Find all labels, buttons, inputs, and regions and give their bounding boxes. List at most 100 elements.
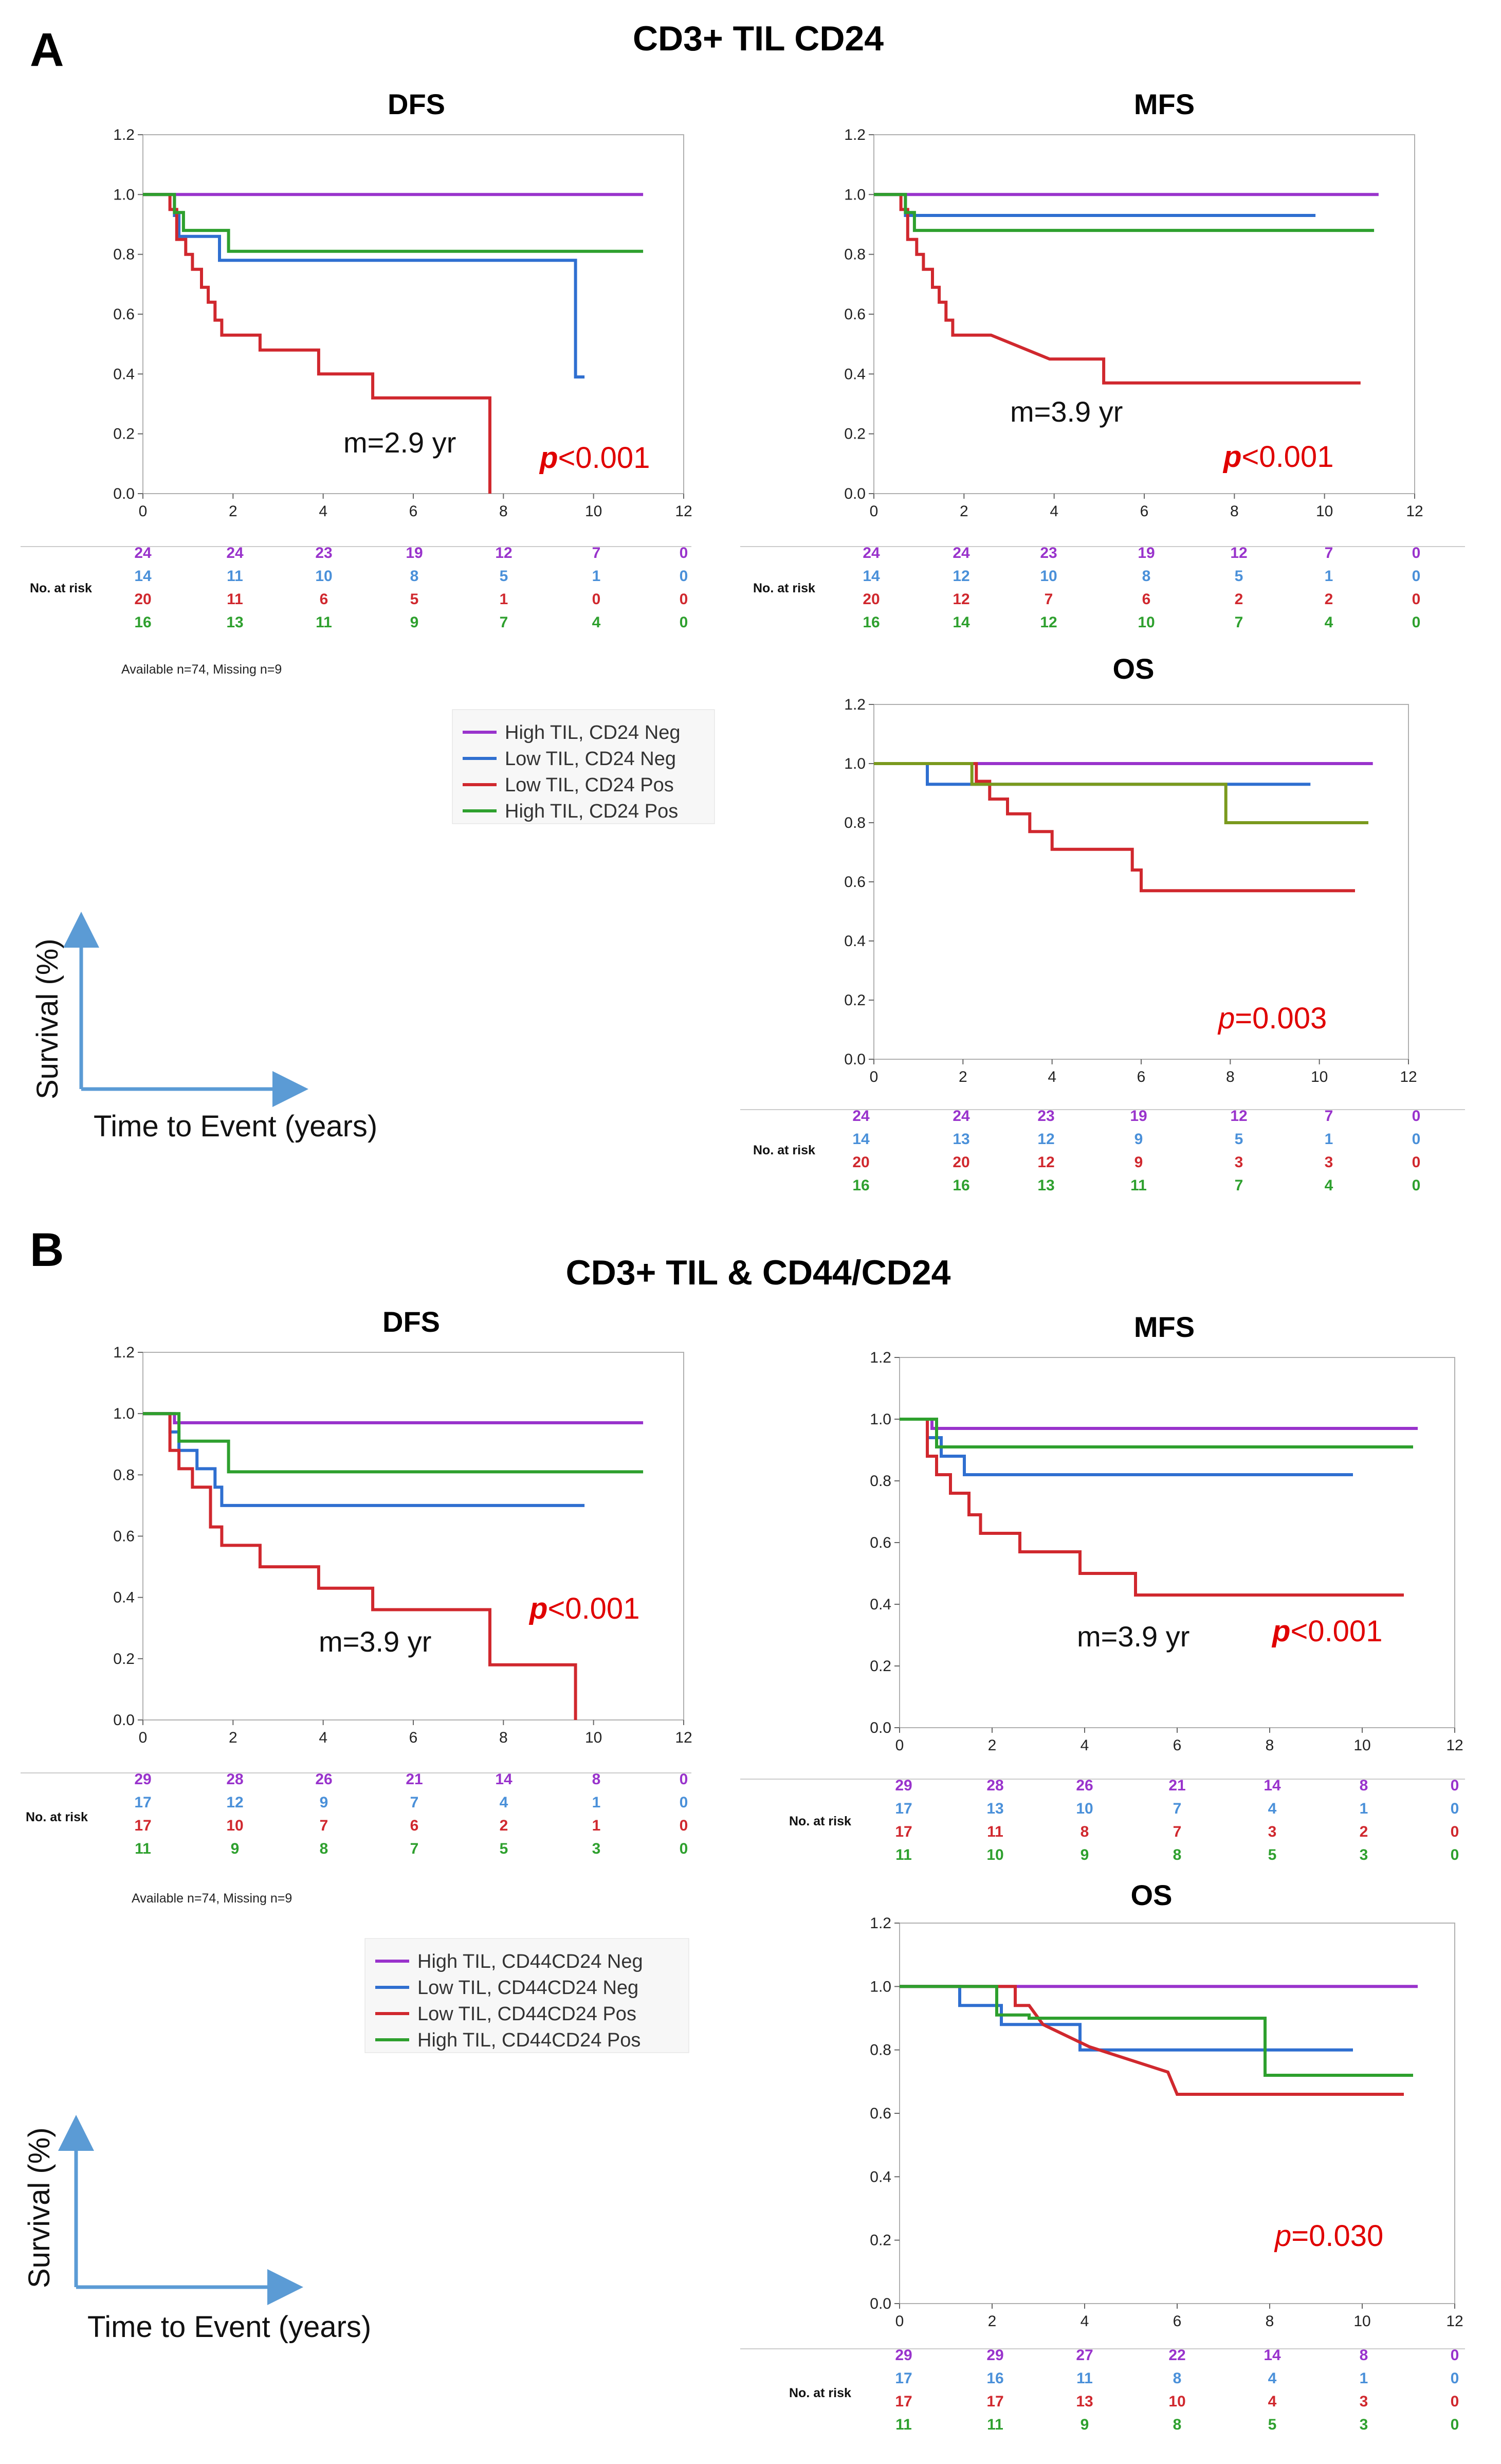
km-curve-red: [874, 762, 1355, 893]
risk-count: 7: [1325, 545, 1333, 561]
risk-count: 0: [680, 614, 688, 631]
x-tick-label: 4: [319, 1729, 327, 1746]
median-label: m=3.9 yr: [319, 1625, 431, 1658]
y-tick-label: 0.4: [844, 933, 866, 950]
legend-label-1: High TIL, CD24 Neg: [505, 722, 680, 744]
x-tick-label: 12: [1446, 2313, 1463, 2330]
risk-count: 0: [680, 591, 688, 608]
risk-count: 19: [1138, 545, 1155, 561]
risk-count: 5: [500, 1840, 508, 1857]
p-value: p<0.001: [539, 441, 650, 475]
risk-count: 10: [315, 568, 332, 585]
risk-count: 17: [895, 1800, 912, 1817]
p-value: p=0.003: [1217, 1002, 1327, 1035]
panel-letter-a: A: [30, 24, 64, 76]
km-curve-red: [900, 1985, 1404, 2096]
risk-count: 3: [1360, 1846, 1368, 1863]
risk-count: 11: [227, 568, 243, 585]
risk-count: 7: [1045, 591, 1053, 608]
y-tick-label: 1.0: [844, 755, 866, 772]
risk-count: 10: [1040, 568, 1057, 585]
y-tick-label: 1.2: [844, 126, 866, 143]
risk-count: 19: [406, 545, 423, 561]
risk-count: 0: [1412, 614, 1421, 631]
risk-count: 20: [134, 591, 151, 608]
risk-count: 29: [134, 1771, 151, 1788]
risk-count: 14: [953, 614, 970, 631]
risk-count: 28: [986, 1777, 1003, 1794]
risk-count: 2: [1325, 591, 1333, 608]
risk-count: 0: [680, 1794, 688, 1811]
km-curve-green: [900, 1985, 1413, 2077]
x-tick-label: 10: [1353, 2313, 1370, 2330]
risk-count: 2: [1360, 1823, 1368, 1840]
risk-count: 0: [1412, 1154, 1421, 1171]
x-tick-label: 0: [895, 2313, 904, 2330]
y-tick-label: 1.0: [844, 186, 866, 203]
risk-count: 26: [315, 1771, 332, 1788]
risk-count: 0: [680, 1840, 688, 1857]
axis-cartoon-b: Survival (%) Time to Event (years): [23, 2115, 371, 2344]
risk-count: 6: [410, 1817, 419, 1834]
risk-count: 3: [1268, 1823, 1277, 1840]
x-tick-label: 2: [988, 2313, 997, 2330]
y-tick-label: 0.2: [113, 426, 135, 443]
panel-title-a: CD3+ TIL CD24: [633, 19, 884, 58]
risk-count: 8: [1360, 2347, 1368, 2364]
risk-count: 0: [1412, 1131, 1421, 1148]
risk-count: 13: [953, 1131, 969, 1148]
y-tick-label: 1.2: [870, 1915, 891, 1932]
risk-count: 7: [410, 1840, 419, 1857]
risk-count: 13: [986, 1800, 1003, 1817]
risk-count: 22: [1168, 2347, 1185, 2364]
risk-count: 0: [1451, 2370, 1459, 2387]
legend-a: High TIL, CD24 Neg Low TIL, CD24 Neg Low…: [452, 709, 715, 824]
axis-cartoon-a: Survival (%) Time to Event (years): [31, 912, 377, 1143]
km-curve-red: [900, 1418, 1404, 1597]
y-tick-label: 0.8: [113, 246, 135, 263]
footnote-b: Available n=74, Missing n=9: [132, 1891, 292, 1906]
risk-count: 0: [1412, 591, 1421, 608]
x-tick-label: 4: [1050, 503, 1058, 520]
footnote-a: Available n=74, Missing n=9: [121, 662, 282, 677]
x-tick-label: 4: [1048, 1068, 1056, 1085]
x-tick-label: 8: [1266, 1737, 1274, 1754]
risk-count: 24: [852, 1108, 870, 1125]
risk-count: 12: [495, 545, 512, 561]
y-tick-label: 1.0: [113, 186, 135, 203]
y-tick-label: 0.4: [113, 1589, 135, 1606]
risk-count: 4: [500, 1794, 508, 1811]
risk-count: 16: [852, 1177, 869, 1194]
y-tick-label: 0.0: [870, 1719, 891, 1736]
x-tick-label: 12: [675, 503, 692, 520]
km-curve-red: [143, 193, 491, 494]
cartoon-y-label: Survival (%): [23, 2127, 56, 2288]
risk-count: 0: [1451, 1800, 1459, 1817]
y-tick-label: 0.2: [113, 1651, 135, 1668]
risk-count: 14: [852, 1131, 870, 1148]
risk-count: 14: [495, 1771, 512, 1788]
risk-count: 8: [1142, 568, 1151, 585]
risk-count: 24: [226, 545, 244, 561]
risk-count: 0: [1412, 545, 1421, 561]
risk-count: 12: [1040, 614, 1057, 631]
x-tick-label: 0: [139, 503, 148, 520]
risk-count: 9: [231, 1840, 240, 1857]
panel-letter-b: B: [30, 1224, 64, 1276]
risk-count: 6: [320, 591, 328, 608]
risk-table-label: No. at risk: [789, 2386, 851, 2400]
cartoon-x-label: Time to Event (years): [87, 2310, 371, 2344]
risk-count: 1: [592, 1794, 601, 1811]
risk-count: 11: [316, 614, 332, 631]
risk-count: 16: [986, 2370, 1003, 2387]
risk-table-label: No. at risk: [753, 581, 815, 595]
risk-count: 24: [953, 545, 970, 561]
y-tick-label: 1.0: [113, 1405, 135, 1422]
cartoon-y-label: Survival (%): [31, 938, 64, 1099]
y-tick-label: 1.2: [113, 1344, 135, 1361]
legend-label-1: High TIL, CD44CD24 Neg: [417, 1951, 643, 1972]
y-tick-label: 0.0: [844, 1051, 866, 1068]
risk-table-label: No. at risk: [30, 581, 92, 595]
